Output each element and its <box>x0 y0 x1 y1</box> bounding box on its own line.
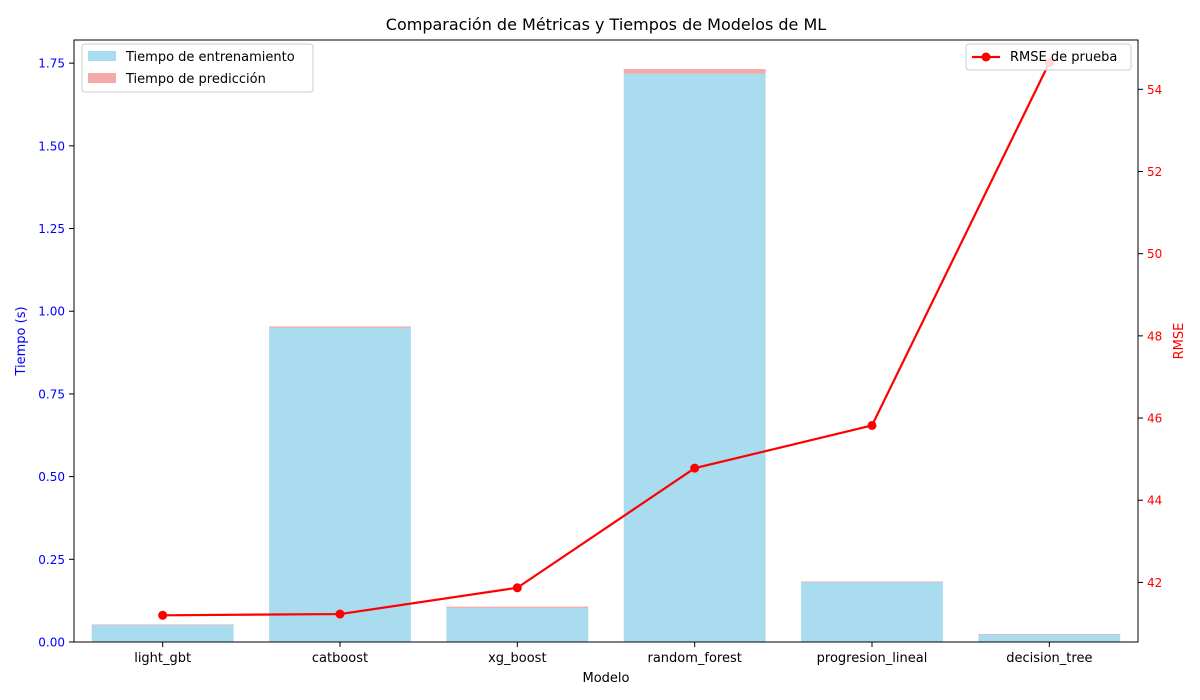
y2-tick-label: 54 <box>1147 83 1162 97</box>
rmse-point-progresion_lineal <box>867 420 877 430</box>
bar-pred-decision_tree <box>978 634 1121 635</box>
y2-tick-label: 42 <box>1147 576 1162 590</box>
legend-marker-rmse <box>981 52 991 62</box>
x-tick-label: catboost <box>312 651 368 666</box>
bar-pred-progresion_lineal <box>801 581 943 583</box>
legend-right: RMSE de prueba <box>965 43 1132 71</box>
y-axis-label-left: Tiempo (s) <box>14 306 29 376</box>
bar-pred-catboost <box>269 326 411 328</box>
legend-label-train: Tiempo de entrenamiento <box>125 50 295 65</box>
legend-left: Tiempo de entrenamiento Tiempo de predicc… <box>81 43 314 93</box>
bar-train-decision_tree <box>978 634 1121 642</box>
rmse-point-light_gbt <box>158 610 168 620</box>
y-tick-label: 0.50 <box>38 470 65 484</box>
legend-left-box <box>81 43 314 93</box>
plot-frame <box>73 39 1139 643</box>
bar-pred-random_forest <box>623 69 766 74</box>
y2-tick-label: 44 <box>1147 494 1162 508</box>
bar-train-catboost <box>269 327 411 642</box>
y-tick-label: 0.75 <box>38 387 65 401</box>
legend-label-rmse: RMSE de prueba <box>1010 50 1117 65</box>
x-axis-label: Modelo <box>583 671 630 686</box>
y-tick-label: 1.50 <box>38 139 65 153</box>
x-tick-label: progresion_lineal <box>817 651 928 666</box>
y2-tick-label: 46 <box>1147 412 1162 426</box>
bar-pred-light_gbt <box>91 624 234 626</box>
rmse-point-catboost <box>335 609 345 619</box>
y-tick-label: 1.00 <box>38 305 65 319</box>
legend-right-box <box>965 43 1132 71</box>
legend-label-pred: Tiempo de predicción <box>125 72 266 87</box>
x-tick-label: decision_tree <box>1006 651 1092 666</box>
bar-train-progresion_lineal <box>801 581 943 642</box>
y2-tick-label: 48 <box>1147 329 1162 343</box>
rmse-point-xg_boost <box>512 583 522 593</box>
y-tick-label: 1.75 <box>38 57 65 71</box>
plot-area: 0.00 0.25 0.50 0.75 1.00 1.25 1.50 1.75 42 44 46 48… <box>38 39 1162 666</box>
chart-title: Comparación de Métricas y Tiempos de Mod… <box>386 15 827 34</box>
bar-pred-xg_boost <box>446 606 589 608</box>
rmse-point-random_forest <box>690 463 700 473</box>
rmse-line <box>162 62 1051 617</box>
y-tick-label: 0.00 <box>38 636 65 650</box>
bar-train-xg_boost <box>446 607 589 642</box>
x-tick-label: xg_boost <box>488 651 546 666</box>
y2-tick-label: 50 <box>1147 247 1162 261</box>
x-tick-label: light_gbt <box>134 651 191 666</box>
y-axis-label-right: RMSE <box>1172 323 1187 360</box>
bar-train-random_forest <box>623 73 766 642</box>
x-tick-label: random_forest <box>647 651 741 666</box>
legend-swatch-train <box>88 51 116 61</box>
y-tick-label: 0.25 <box>38 553 65 567</box>
legend-swatch-pred <box>88 73 116 83</box>
y2-tick-label: 52 <box>1147 165 1162 179</box>
bar-train-light_gbt <box>91 624 234 642</box>
y-tick-label: 1.25 <box>38 222 65 236</box>
